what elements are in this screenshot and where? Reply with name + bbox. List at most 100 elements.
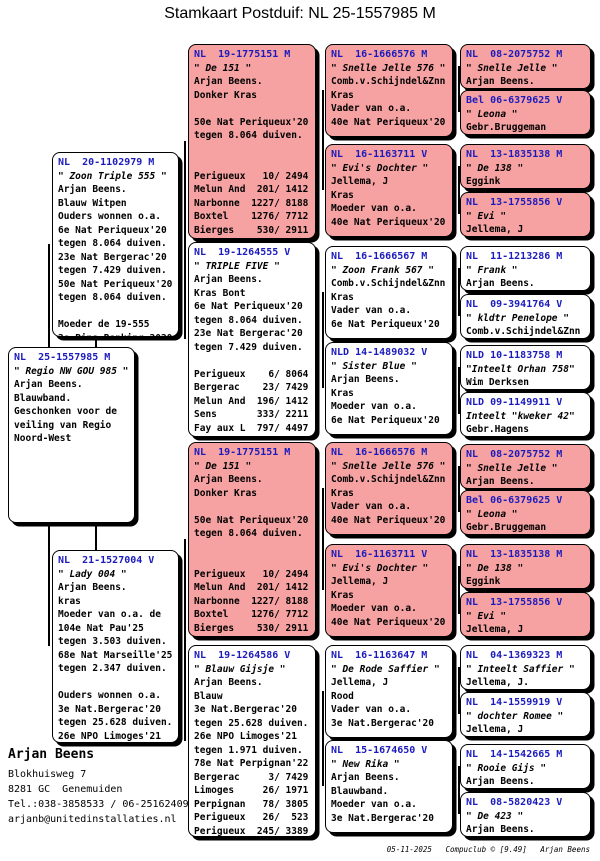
- pigeon-name: " Blauw Gijsje ": [194, 663, 286, 675]
- pigeon-name: " Evi's Dochter ": [331, 562, 429, 574]
- ring-number: NL 14-1559919 V: [466, 697, 563, 708]
- pigeon-details: Arjan Beens. Donker Kras 50e Nat Perique…: [194, 76, 309, 236]
- pigeon-box-g4-5: NL 16-1163711 V " Evi's Dochter " Jellem…: [325, 544, 453, 637]
- pigeon-box-g5-7: NLD 09-1149911 V Inteelt "kweker 42" Geb…: [460, 392, 591, 437]
- pigeon-details: Eggink: [466, 576, 501, 587]
- pigeon-name: " kldtr Penelope ": [466, 312, 569, 324]
- pigeon-details: Jellema, J: [466, 224, 524, 235]
- pigeon-name: " Lady 004 ": [58, 568, 127, 580]
- ring-number: NL 14-1542665 M: [466, 749, 563, 760]
- pigeon-box-g5-15: NL 08-5820423 V " De 423 " Arjan Beens.: [460, 792, 591, 837]
- pigeon-box-g3-0: NL 19-1775151 M " De 151 " Arjan Beens. …: [188, 44, 316, 239]
- pigeon-name: " De 423 ": [466, 810, 524, 822]
- pigeon-details: Comb.v.Schijndel&Znn Kras Vader van o.a.…: [331, 76, 446, 128]
- pigeon-box-g5-6: NLD 10-1183758 M "Inteelt Orhan 758" Wim…: [460, 345, 591, 390]
- pigeon-box-g5-2: NL 13-1835138 M " De 138 " Eggink: [460, 144, 591, 189]
- footer-credit: 05-11-2025 Compuclub © [9.49] Arjan Been…: [386, 845, 590, 854]
- pigeon-box-mother: NL 21-1527004 V " Lady 004 " Arjan Beens…: [52, 550, 179, 743]
- pigeon-details: Arjan Beens.: [466, 476, 535, 487]
- connector-line: [458, 566, 460, 614]
- ring-number: NL 08-2075752 M: [466, 49, 563, 60]
- pigeon-name: " Evi ": [466, 610, 507, 622]
- pigeon-details: Arjan Beens. Kras Bont 6e Nat Periqueux'…: [194, 274, 309, 434]
- pigeon-details: Jellema, J.: [466, 677, 529, 688]
- ring-number: NLD 14-1489032 V: [331, 347, 428, 358]
- pigeon-details: Jellema, J Kras Moeder van o.a. 40e Nat …: [331, 576, 446, 628]
- owner-address-line2: 8281 GC Genemuiden: [8, 784, 123, 795]
- pigeon-name: " Zoon Triple 555 ": [58, 170, 167, 182]
- pigeon-name: " Snelle Jelle 576 ": [331, 460, 446, 472]
- pigeon-box-g3-2: NL 19-1775151 M " De 151 " Arjan Beens. …: [188, 442, 316, 637]
- ring-number: NL 13-1755856 V: [466, 597, 563, 608]
- pigeon-box-g4-0: NL 16-1666576 M " Snelle Jelle 576 " Com…: [325, 44, 453, 137]
- owner-name: Arjan Beens: [8, 747, 95, 762]
- pigeon-name: " Evi's Dochter ": [331, 162, 429, 174]
- pigeon-box-g5-10: NL 13-1835138 M " De 138 " Eggink: [460, 544, 591, 589]
- owner-address-line1: Blokhuisweg 7: [8, 769, 87, 780]
- pigeon-box-g5-3: NL 13-1755856 V " Evi " Jellema, J: [460, 192, 591, 237]
- ring-number: NL 13-1755856 V: [466, 197, 563, 208]
- pigeon-details: Jellema, J Rood Vader van o.a. 3e Nat.Be…: [331, 677, 434, 729]
- ring-number: NL 13-1835138 M: [466, 149, 563, 160]
- connector-line: [322, 90, 324, 190]
- pigeon-name: " dochter Romee ": [466, 710, 564, 722]
- pigeon-details: Jellema, J: [466, 624, 524, 635]
- pigeon-box-g4-3: NLD 14-1489032 V " Sister Blue " Arjan B…: [325, 342, 453, 435]
- pigeon-name: " Rooie Gijs ": [466, 762, 547, 774]
- ring-number: NL 08-5820423 V: [466, 797, 563, 808]
- pigeon-details: Arjan Beens.: [466, 76, 535, 87]
- ring-number: NL 19-1775151 M: [194, 447, 291, 458]
- pigeon-name: " Snelle Jelle ": [466, 462, 558, 474]
- owner-phone: Tel.:038-3858533 / 06-25162409: [8, 799, 189, 810]
- pigeon-box-g4-4: NL 16-1666576 M " Snelle Jelle 576 " Com…: [325, 442, 453, 535]
- ring-number: NL 19-1264586 V: [194, 650, 291, 661]
- pigeon-details: Arjan Beens. Kras Moeder van o.a. 6e Nat…: [331, 374, 440, 426]
- pigeon-details: Comb.v.Schijndel&Znn Kras Vader van o.a.…: [331, 474, 446, 526]
- pigeon-details: Arjan Beens. Blauwband. Moeder van o.a. …: [331, 772, 434, 824]
- pigeon-box-g5-11: NL 13-1755856 V " Evi " Jellema, J: [460, 592, 591, 637]
- ring-number: NL 19-1264555 V: [194, 247, 291, 258]
- pigeon-details: Arjan Beens. Blauw Witpen Ouders wonnen …: [58, 184, 173, 336]
- connector-line: [322, 488, 324, 590]
- pigeon-name: " Inteelt Saffier ": [466, 663, 575, 675]
- pigeon-box-g5-4: NL 11-1213286 M " Frank " Arjan Beens.: [460, 246, 591, 291]
- pigeon-name: Inteelt "kweker 42": [466, 410, 575, 422]
- pigeon-box-g5-13: NL 14-1559919 V " dochter Romee " Jellem…: [460, 692, 591, 737]
- pigeon-name: " New Rika ": [331, 758, 400, 770]
- connector-line: [458, 766, 460, 814]
- pigeon-name: " Snelle Jelle ": [466, 62, 558, 74]
- pigeon-details: Arjan Beens. Blauw 3e Nat.Bergerac'20 te…: [194, 677, 309, 837]
- pigeon-name: " Snelle Jelle 576 ": [331, 62, 446, 74]
- pigeon-details: Comb.v.Schijndel&Znn: [466, 326, 581, 337]
- pigeon-details: Arjan Beens. Donker Kras 50e Nat Perique…: [194, 474, 309, 634]
- ring-number: NL 08-2075752 M: [466, 449, 563, 460]
- owner-email: arjanb@unitedinstallaties.nl: [8, 814, 177, 825]
- pigeon-details: Arjan Beens. Blauwband. Geschonken voor …: [14, 379, 117, 444]
- ring-number: NL 04-1369323 M: [466, 650, 563, 661]
- connector-line: [458, 166, 460, 214]
- ring-number: NL 16-1666576 M: [331, 49, 428, 60]
- connector-line: [458, 667, 460, 714]
- connector-line: [458, 367, 460, 414]
- ring-number: NL 19-1775151 M: [194, 49, 291, 60]
- pigeon-details: Comb.v.Schijndel&Znn Kras Vader van o.a.…: [331, 278, 446, 330]
- pigeon-details: Arjan Beens.: [466, 776, 535, 787]
- pigeon-details: Gebr.Hagens: [466, 424, 529, 435]
- connector-line: [458, 268, 460, 316]
- pigeon-name: " De 151 ": [194, 62, 252, 74]
- pigeon-name: " De 151 ": [194, 460, 252, 472]
- ring-number: NLD 09-1149911 V: [466, 397, 563, 408]
- pigeon-details: Gebr.Bruggeman: [466, 122, 547, 133]
- ring-number: NL 13-1835138 M: [466, 549, 563, 560]
- connector-line: [458, 466, 460, 512]
- ring-number: NL 16-1666576 M: [331, 447, 428, 458]
- ring-number: NL 20-1102979 M: [58, 157, 155, 168]
- pigeon-box-g3-1: NL 19-1264555 V " TRIPLE FIVE " Arjan Be…: [188, 242, 316, 437]
- ring-number: NL 11-1213286 M: [466, 251, 563, 262]
- ring-number: NL 16-1163711 V: [331, 549, 428, 560]
- ring-number: NL 16-1163711 V: [331, 149, 428, 160]
- pigeon-box-g5-8: NL 08-2075752 M " Snelle Jelle " Arjan B…: [460, 444, 591, 489]
- pigeon-box-g5-12: NL 04-1369323 M " Inteelt Saffier " Jell…: [460, 645, 591, 690]
- ring-number: NL 16-1163647 M: [331, 650, 428, 661]
